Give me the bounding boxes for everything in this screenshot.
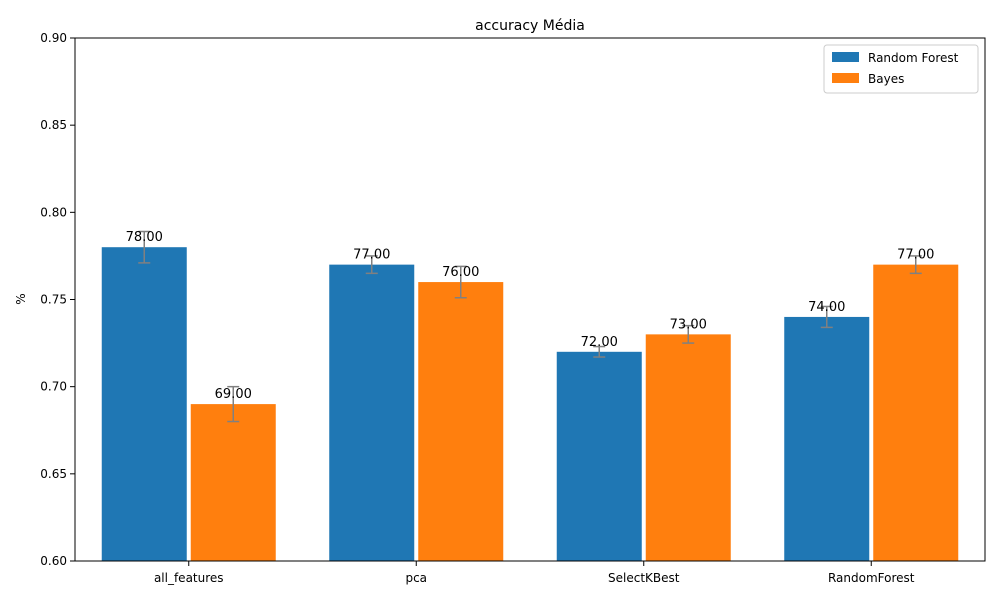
data-label: 78.00 <box>126 230 163 245</box>
legend: Random Forest Bayes <box>823 44 979 94</box>
x-tick-label: pca <box>405 571 427 585</box>
x-tick-label: RandomForest <box>828 571 915 585</box>
bar <box>556 351 642 561</box>
y-tick-label: 0.75 <box>40 293 67 307</box>
y-tick-label: 0.90 <box>40 31 67 45</box>
chart-title: accuracy Média <box>475 18 585 34</box>
bar <box>418 282 504 561</box>
data-label: 74.00 <box>808 300 845 315</box>
plot-frame <box>74 37 986 562</box>
bar <box>190 404 276 561</box>
bar <box>873 264 959 561</box>
data-label: 73.00 <box>670 317 707 332</box>
bar <box>329 264 415 561</box>
bar <box>645 334 731 561</box>
x-axis: all_features pca SelectKBest RandomForest <box>154 561 915 585</box>
y-tick-label: 0.85 <box>40 118 67 132</box>
bar <box>784 316 870 561</box>
data-label: 72.00 <box>581 335 618 350</box>
legend-swatch <box>832 73 859 83</box>
y-tick-label: 0.70 <box>40 380 67 394</box>
x-tick-label: SelectKBest <box>608 571 680 585</box>
legend-box <box>823 44 979 94</box>
legend-swatch <box>832 52 859 62</box>
y-axis: 0.60 0.65 0.70 0.75 0.80 0.85 0.90 <box>40 31 75 568</box>
y-axis-label: % <box>14 293 28 304</box>
bar <box>101 247 187 561</box>
legend-label: Random Forest <box>868 51 959 65</box>
data-label: 77.00 <box>897 248 934 263</box>
data-label: 76.00 <box>442 265 479 280</box>
bars-group <box>101 247 959 561</box>
data-label: 69.00 <box>215 387 252 402</box>
error-bars-group <box>138 230 922 423</box>
y-tick-label: 0.65 <box>40 467 67 481</box>
x-tick-label: all_features <box>154 571 224 585</box>
value-labels-group: 78.00 69.00 77.00 76.00 72.00 73.00 74.00 77.00 <box>126 230 935 402</box>
y-tick-label: 0.60 <box>40 554 67 568</box>
data-label: 77.00 <box>353 248 390 263</box>
y-tick-label: 0.80 <box>40 205 67 219</box>
legend-label: Bayes <box>868 72 904 86</box>
